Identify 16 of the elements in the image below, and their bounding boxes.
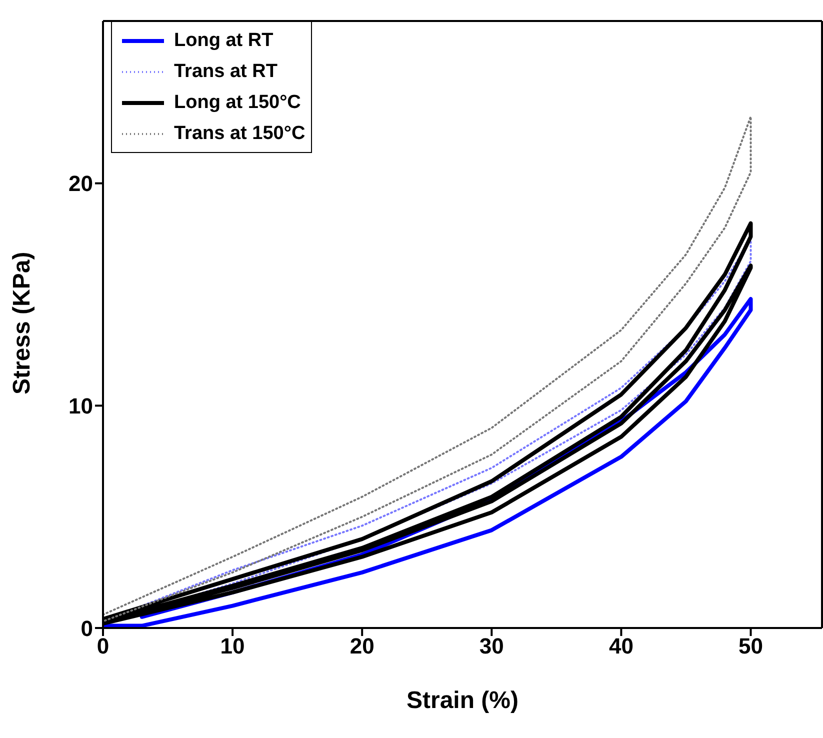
x-tick-label: 30 [479, 634, 504, 659]
x-axis-title: Strain (%) [406, 687, 519, 714]
y-axis-title: Stress (KPa) [8, 252, 36, 394]
legend-label: Trans at 150°C [174, 122, 306, 146]
y-tick-label: 0 [80, 616, 93, 641]
y-tick-label: 10 [68, 393, 93, 418]
x-tick-label: 10 [220, 634, 245, 659]
y-tick-label: 20 [68, 171, 93, 196]
legend-label: Trans at RT [174, 60, 278, 84]
legend-label: Long at RT [174, 29, 274, 53]
x-tick-label: 0 [96, 634, 110, 659]
x-tick-label: 20 [350, 634, 374, 659]
x-tick-label: 50 [738, 634, 763, 659]
line-series [103, 116, 752, 622]
x-tick-label: 40 [608, 634, 634, 659]
legend-label: Long at 150°C [174, 91, 301, 115]
